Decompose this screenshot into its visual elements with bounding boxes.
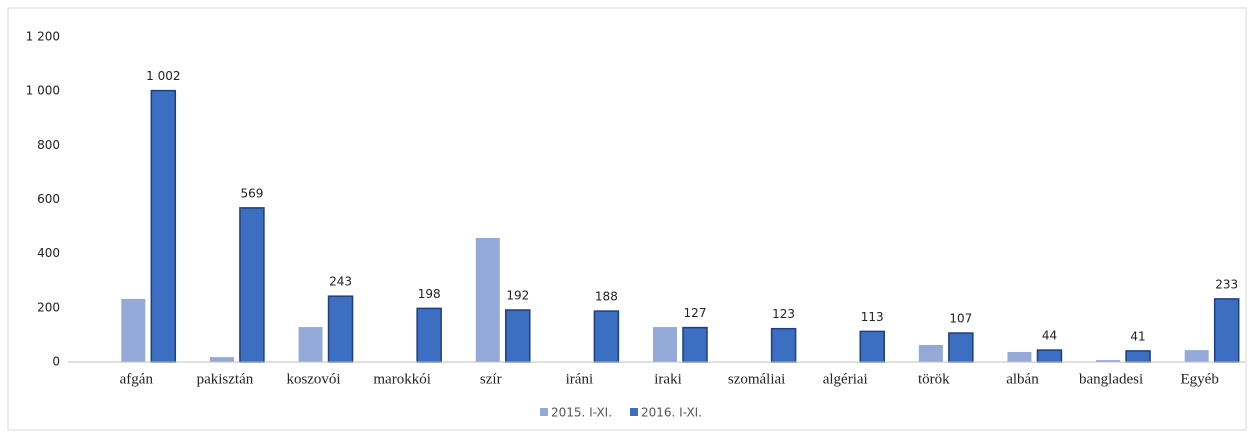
value-label: 198: [418, 287, 441, 301]
legend-label: 2015. I-XI.: [551, 406, 612, 420]
bar: [682, 326, 708, 363]
x-tick-label: pakisztán: [197, 371, 254, 387]
y-tick-label: 0: [52, 355, 60, 369]
value-label: 233: [1215, 277, 1238, 291]
x-tick-label: marokkói: [373, 371, 431, 387]
bar: [859, 330, 885, 363]
value-label: 192: [506, 289, 529, 303]
value-label: 243: [329, 275, 352, 289]
bar: [239, 207, 265, 363]
x-tick-label: török: [918, 371, 950, 387]
y-tick-label: 600: [37, 192, 60, 206]
x-tick-label: albán: [1006, 371, 1039, 387]
x-tick-label: iráni: [566, 371, 594, 387]
x-tick-label: algériai: [823, 371, 868, 387]
x-tick-label: koszovói: [286, 371, 340, 387]
value-label: 123: [772, 307, 795, 321]
bar: [948, 332, 974, 363]
bar: [150, 89, 177, 363]
bar: [1096, 360, 1121, 362]
bar: [770, 327, 797, 363]
bar: [653, 327, 677, 362]
value-label: 41: [1130, 329, 1145, 343]
x-tick-label: afgán: [120, 371, 154, 387]
bar: [593, 310, 620, 363]
legend-swatch: [630, 408, 639, 416]
y-tick-label: 1 200: [26, 30, 60, 44]
value-label: 569: [240, 186, 263, 200]
bar: [1036, 349, 1063, 363]
chart-border: [7, 7, 1247, 431]
bar: [918, 344, 943, 362]
value-label: 1 002: [146, 69, 180, 83]
bar: [416, 307, 442, 363]
bar: [1125, 350, 1151, 363]
x-tick-label: iraki: [654, 371, 682, 387]
value-label: 44: [1042, 329, 1057, 343]
x-tick-label: szomáliai: [728, 371, 785, 387]
x-tick-label: szír: [480, 371, 502, 387]
value-label: 107: [949, 312, 972, 326]
value-label: 127: [684, 306, 707, 320]
bar: [1184, 350, 1209, 362]
legend-swatch: [540, 408, 548, 416]
x-tick-label: bangladesi: [1079, 371, 1143, 387]
y-tick-label: 800: [37, 138, 60, 152]
x-tick-label: Egyéb: [1181, 371, 1219, 387]
bar: [327, 295, 354, 363]
bar: [121, 298, 146, 362]
bar: [505, 309, 531, 363]
bar: [298, 327, 323, 362]
value-label: 113: [861, 310, 884, 324]
value-label: 188: [595, 290, 618, 304]
bar: [209, 357, 234, 362]
y-tick-label: 200: [37, 300, 60, 314]
bar: [475, 237, 500, 362]
legend-label: 2016. I-XI.: [641, 406, 702, 420]
bar: [1007, 351, 1032, 362]
y-tick-label: 1 000: [26, 84, 60, 98]
bar: [1213, 298, 1240, 363]
y-tick-label: 400: [37, 246, 60, 260]
